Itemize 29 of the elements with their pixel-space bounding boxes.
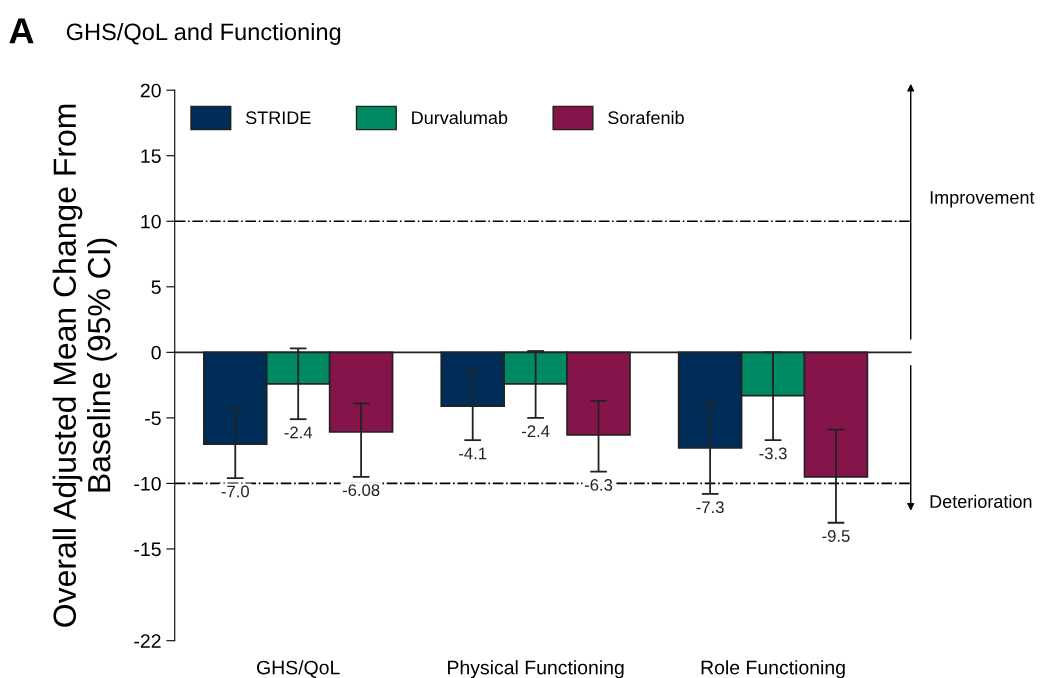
text: Improvement bbox=[930, 191, 1035, 208]
y-tick-label: -5 bbox=[145, 411, 161, 426]
y-tick-label: 10 bbox=[141, 214, 161, 229]
legend-label: Sorafenib bbox=[608, 110, 684, 125]
x-tick-label: Physical Functioning bbox=[448, 660, 624, 678]
y-tick-label: -15 bbox=[134, 542, 161, 557]
data-label: -2.4 bbox=[284, 426, 313, 439]
text: A bbox=[9, 18, 34, 44]
data-label: -2.4 bbox=[522, 425, 550, 437]
data-label: -9.5 bbox=[822, 530, 850, 542]
x-tick-label: GHS/QoL bbox=[257, 660, 340, 678]
y-tick-label: 15 bbox=[141, 149, 161, 163]
data-label: -6.08 bbox=[342, 484, 380, 497]
y-tick-label: 0 bbox=[151, 345, 161, 360]
data-label: -7.3 bbox=[696, 501, 724, 514]
data-label: -6.3 bbox=[584, 479, 613, 491]
x-tick-label: Role Functioning bbox=[701, 660, 845, 678]
y-tick-label: -10 bbox=[134, 476, 161, 491]
y-tick-label: -22 bbox=[134, 634, 161, 648]
text: Deterioration bbox=[930, 494, 1032, 508]
data-label: -4.1 bbox=[459, 447, 487, 460]
y-tick-label: 20 bbox=[140, 83, 161, 98]
data-label: -7.0 bbox=[221, 485, 249, 498]
legend-label: STRIDE bbox=[245, 111, 311, 125]
legend-label: Durvalumab bbox=[412, 110, 508, 125]
chart-title: GHS/QoL and Functioning bbox=[66, 22, 341, 45]
y-axis-title: Overall Adjusted Mean Change From Baseline (95% CI) bbox=[52, 104, 117, 627]
data-label: -3.3 bbox=[759, 447, 787, 460]
y-tick-label: 5 bbox=[151, 280, 161, 295]
